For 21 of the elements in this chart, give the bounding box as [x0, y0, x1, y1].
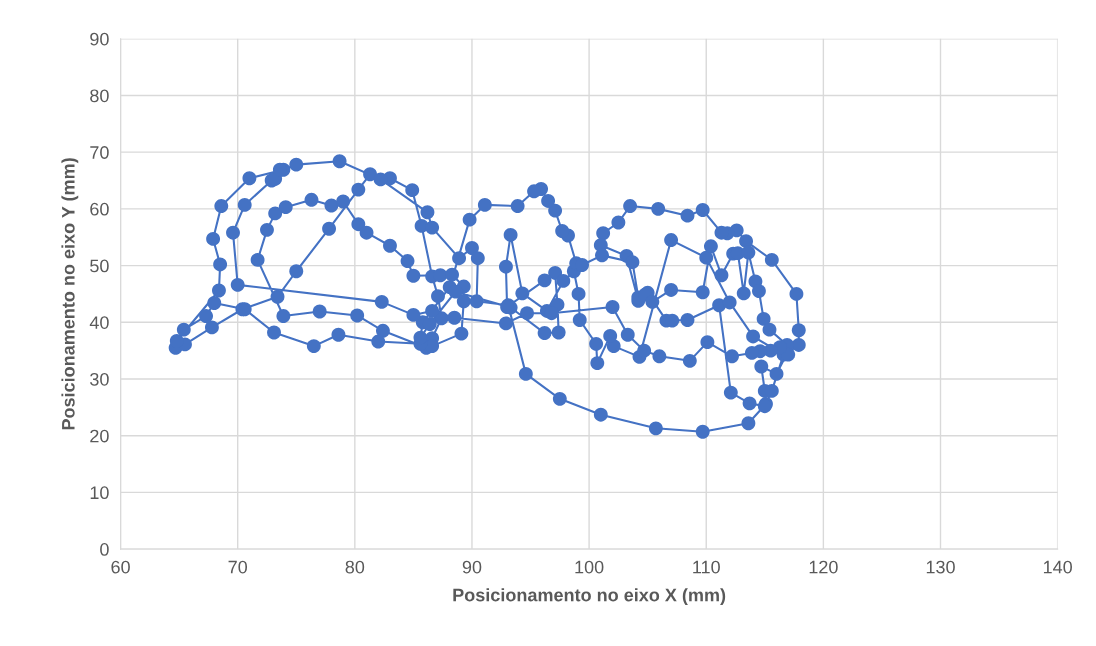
x-tick-label: 120 [809, 560, 838, 574]
x-tick-label: 110 [693, 560, 720, 574]
y-tick-label: 70 [90, 146, 109, 159]
x-tick-label: 90 [462, 560, 482, 574]
y-tick-label: 10 [90, 486, 109, 500]
x-tick-label: 130 [926, 560, 955, 574]
y-axis-title: Posicionamento no eixo Y (mm) [61, 158, 79, 430]
x-tick-label: 70 [228, 560, 248, 574]
y-tick-label: 40 [89, 316, 109, 329]
y-tick-label: 90 [90, 32, 109, 46]
y-tick-label: 80 [90, 89, 109, 103]
x-tick-label: 60 [111, 560, 130, 574]
y-tick-label: 30 [90, 372, 109, 386]
x-tick-label: 100 [575, 560, 604, 574]
x-tick-label: 140 [1043, 560, 1072, 574]
y-tick-label: 60 [90, 202, 109, 216]
x-axis-title: Posicionamento no eixo X (mm) [453, 588, 726, 605]
y-tick-label: 0 [100, 543, 109, 556]
y-tick-label: 20 [90, 429, 109, 443]
y-tick-label: 50 [90, 259, 109, 273]
x-tick-label: 80 [345, 560, 365, 574]
